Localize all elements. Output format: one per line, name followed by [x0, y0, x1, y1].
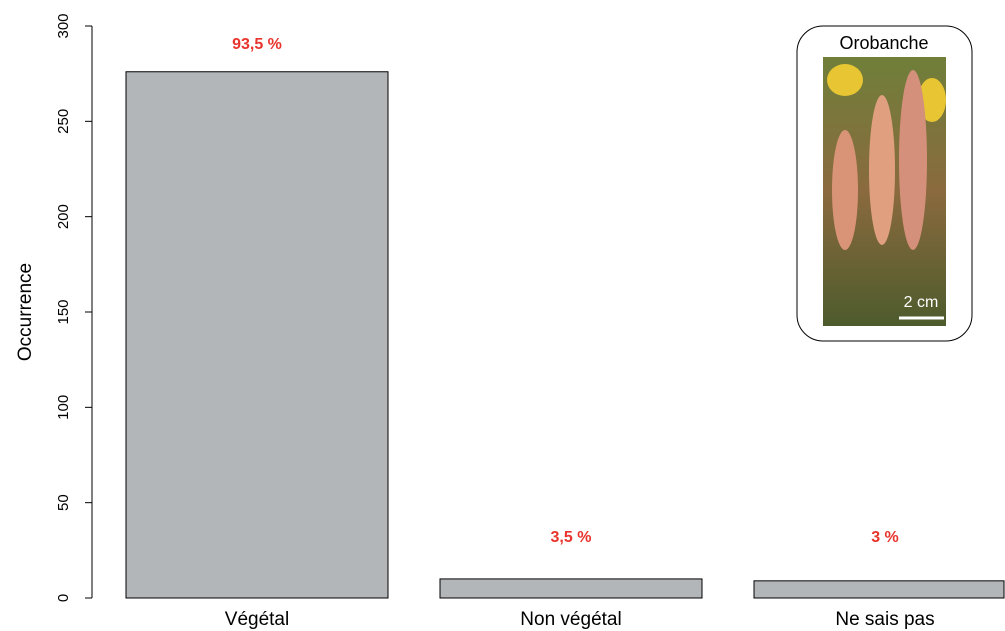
percent-label: 3,5 %	[551, 529, 592, 546]
inset: Orobanche 2 cm	[796, 25, 973, 342]
photo-flower	[827, 64, 863, 96]
y-tick-label: 250	[55, 109, 72, 134]
bar	[125, 71, 389, 599]
x-tick-label: Non végétal	[520, 609, 621, 630]
y-tick-label: 200	[55, 204, 72, 229]
photo-stem	[832, 130, 858, 250]
bar	[439, 578, 703, 599]
percent-label: 3 %	[871, 529, 899, 546]
inset-title: Orobanche	[839, 33, 928, 53]
bar	[753, 580, 1005, 599]
y-axis-label: Occurrence	[15, 263, 36, 361]
scale-label: 2 cm	[904, 294, 939, 311]
y-tick-label: 50	[55, 494, 72, 511]
photo-stem	[869, 95, 895, 245]
photo-flower	[918, 78, 946, 122]
x-tick-label: Ne sais pas	[835, 609, 934, 630]
y-tick-label: 100	[55, 395, 72, 420]
y-tick-label: 150	[55, 299, 72, 324]
photo-stem	[899, 70, 927, 250]
y-tick-label: 300	[55, 13, 72, 38]
y-tick-label: 0	[55, 594, 72, 602]
percent-label: 93,5 %	[232, 36, 282, 53]
x-tick-label: Végétal	[225, 609, 289, 630]
